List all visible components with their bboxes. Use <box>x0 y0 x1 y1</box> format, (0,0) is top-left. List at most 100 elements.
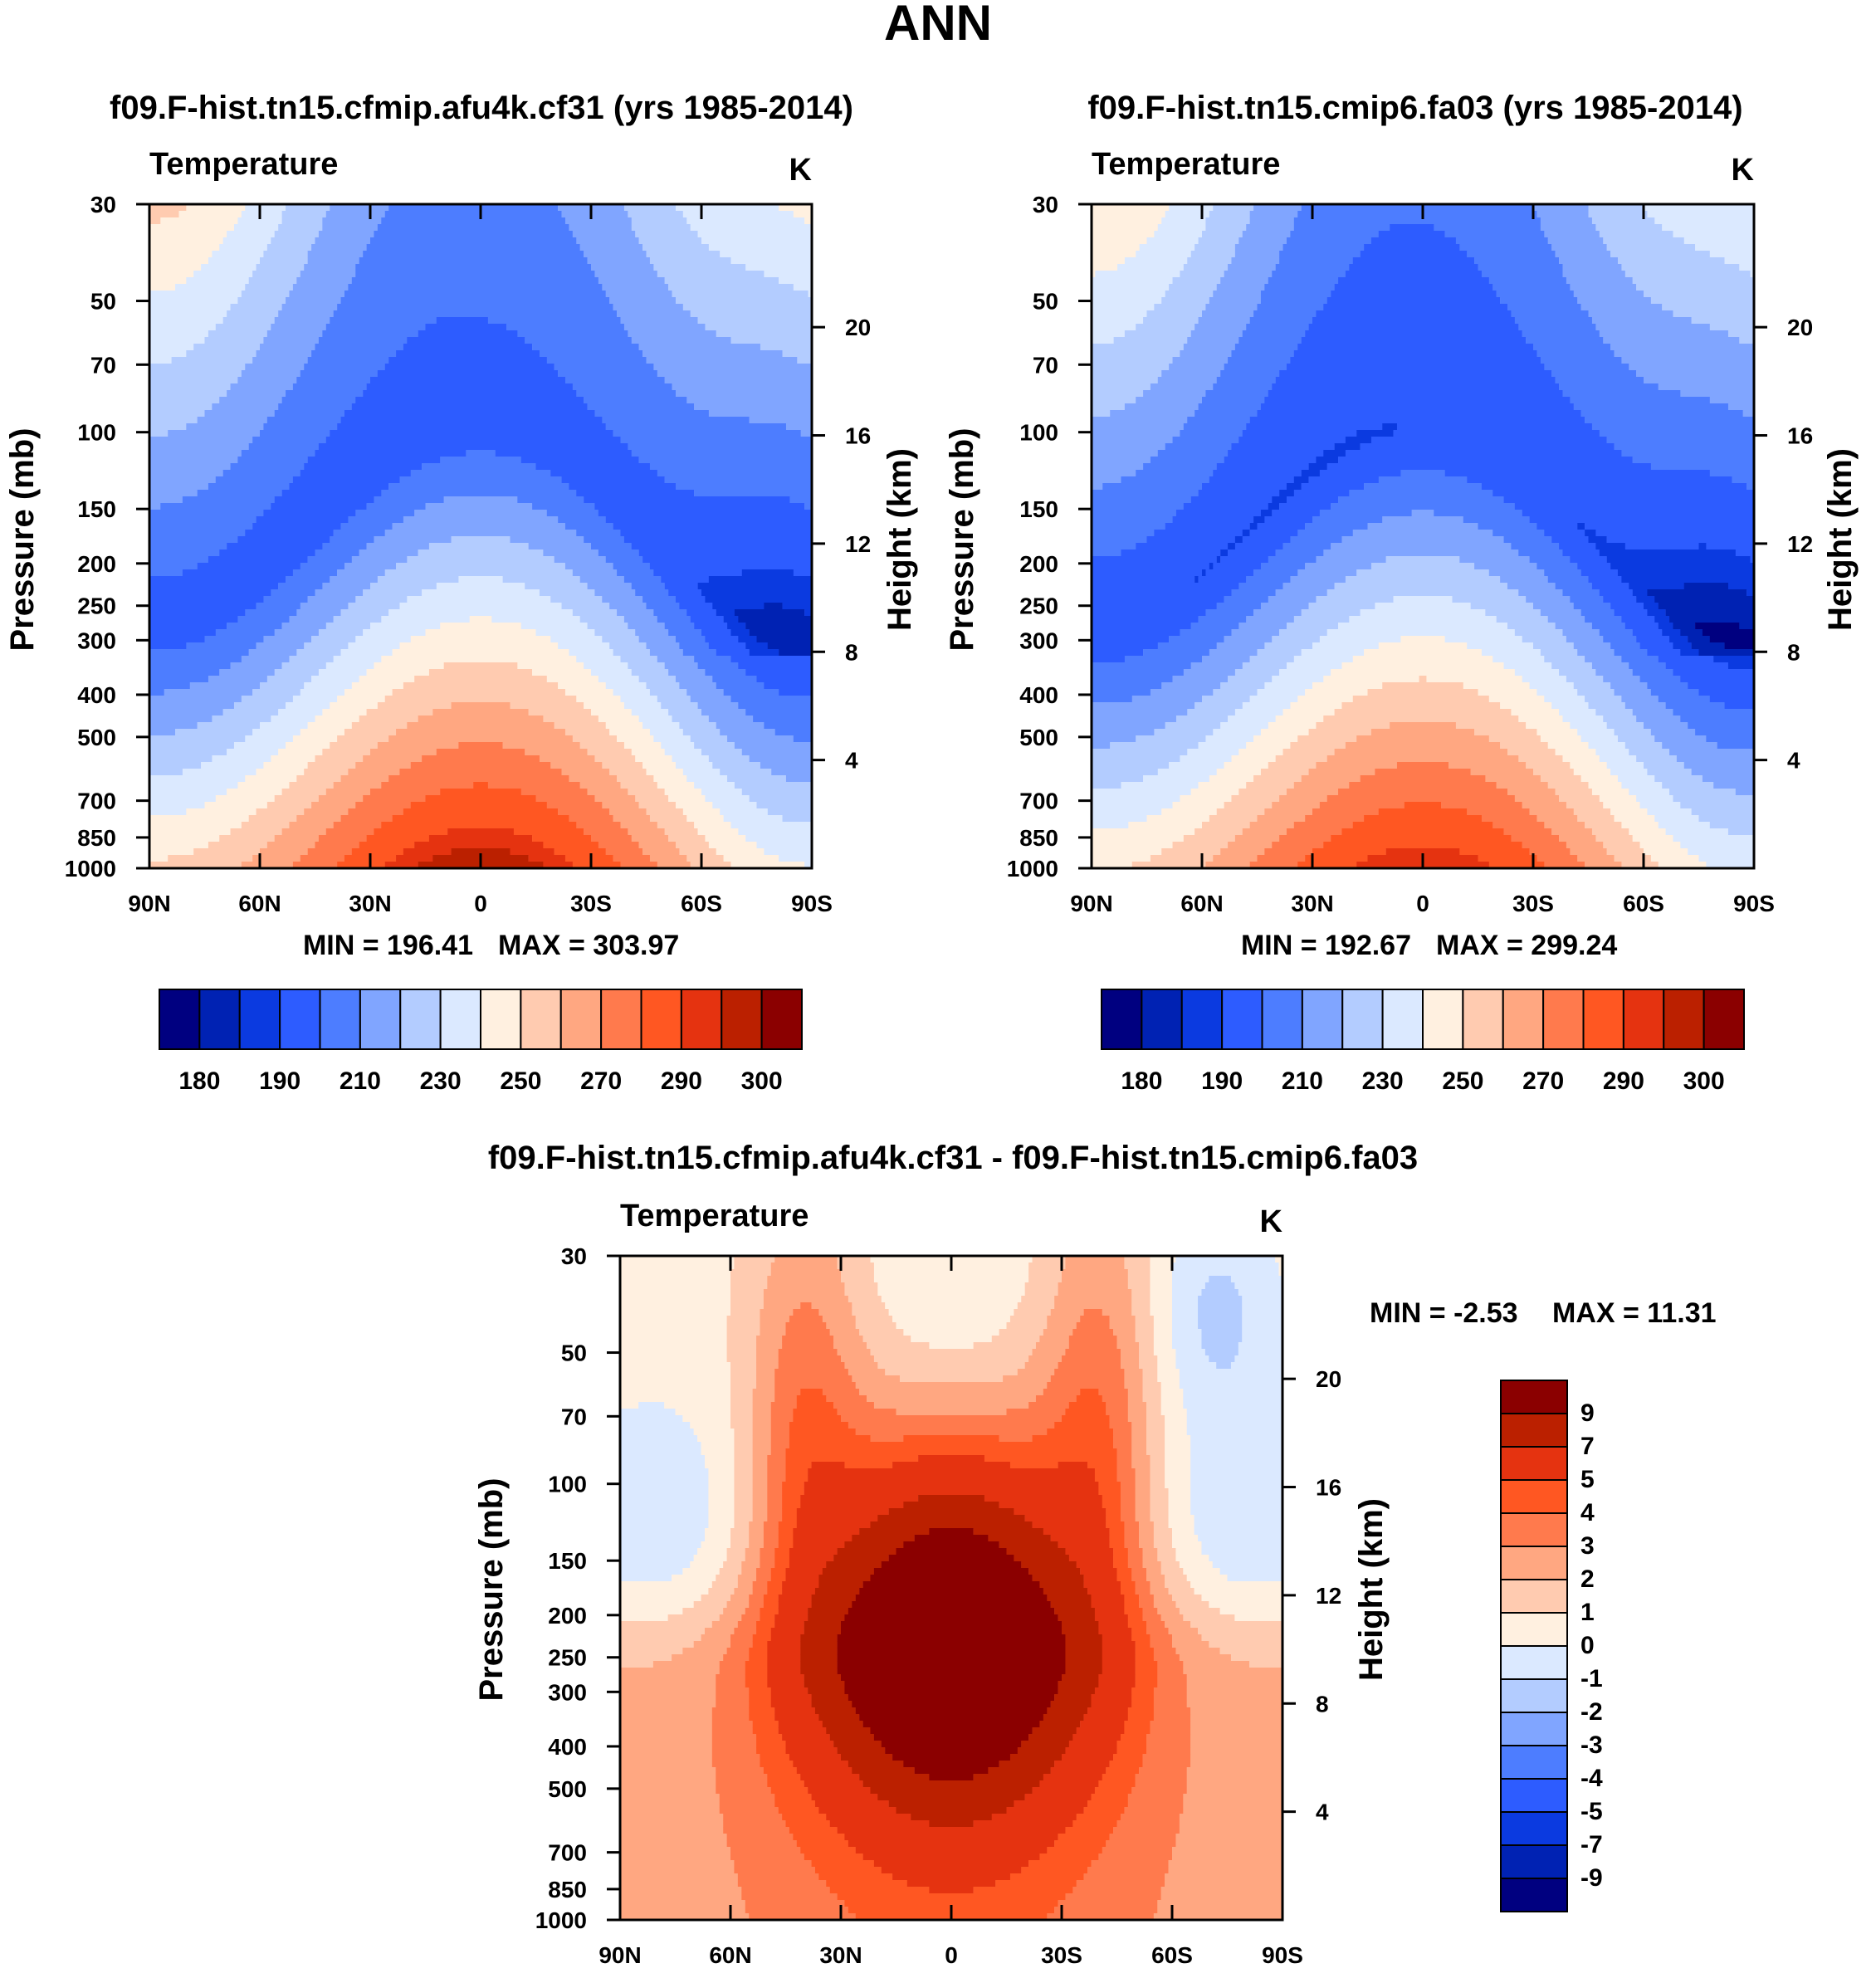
contour-cell <box>848 1840 1055 1848</box>
contour-cell <box>1234 344 1298 351</box>
colorbar-label: -2 <box>1580 1698 1603 1726</box>
contour-cell <box>392 649 569 657</box>
contour-cell <box>1092 277 1173 285</box>
contour-cell <box>1058 1681 1099 1688</box>
contour-cell <box>789 1555 834 1562</box>
contour-cell <box>613 689 651 696</box>
contour-cell <box>752 1581 768 1589</box>
contour-cell <box>1566 802 1604 809</box>
contour-cell <box>517 330 628 338</box>
contour-cell <box>377 702 452 710</box>
contour-cell <box>668 835 706 842</box>
contour-cell <box>1183 1614 1235 1622</box>
contour-cell <box>1606 536 1754 544</box>
contour-cell <box>149 669 220 676</box>
contour-cell <box>1175 1555 1209 1562</box>
contour-cell <box>726 1601 750 1609</box>
contour-cell <box>1091 1595 1125 1602</box>
contour-cell <box>734 1508 753 1516</box>
contour-cell <box>1617 735 1655 743</box>
contour-cell <box>1747 589 1754 597</box>
contour-cell <box>1139 1601 1155 1609</box>
contour-cell <box>726 1329 760 1336</box>
contour-cell <box>1698 543 1707 550</box>
contour-cell <box>782 1508 798 1516</box>
contour-cell <box>1551 244 1607 252</box>
contour-cell <box>1246 782 1295 789</box>
contour-cell <box>1065 1747 1117 1755</box>
contour-cell <box>1201 1329 1243 1336</box>
contour-cell <box>1146 237 1199 245</box>
contour-cell <box>1157 1555 1176 1562</box>
contour-cell <box>859 1588 1044 1595</box>
contour-cell <box>800 1661 838 1668</box>
y-tick-label: 50 <box>90 289 116 315</box>
contour-cell <box>1160 1561 1180 1569</box>
contour-cell <box>682 1608 724 1615</box>
y-tick-label: 100 <box>548 1472 587 1497</box>
contour-cell <box>613 563 651 570</box>
colorbar-label: 300 <box>1683 1067 1725 1095</box>
contour-cell <box>1150 1269 1173 1277</box>
contour-cell <box>1092 549 1121 557</box>
y-tick-label: 70 <box>90 352 116 378</box>
contour-cell <box>278 583 323 590</box>
contour-cell <box>877 1794 1025 1801</box>
contour-cell <box>711 1714 750 1722</box>
contour-cell <box>281 828 327 836</box>
contour-cell <box>1573 682 1611 690</box>
y-tick-label: 1000 <box>535 1907 587 1933</box>
contour-cell <box>1599 755 1637 763</box>
contour-cell <box>1234 1614 1282 1622</box>
contour-cell <box>730 1289 765 1297</box>
contour-cell <box>149 815 249 823</box>
contour-cell <box>752 1508 768 1516</box>
contour-cell <box>1194 702 1243 710</box>
contour-cell <box>1183 1800 1282 1808</box>
contour-cell <box>1127 1415 1147 1423</box>
contour-cell <box>215 324 271 331</box>
contour-cell <box>300 603 349 610</box>
contour-cell <box>804 217 812 225</box>
contour-cell <box>1113 1442 1132 1449</box>
contour-cell <box>734 1488 753 1496</box>
contour-cell <box>1198 1628 1282 1635</box>
contour-cell <box>1673 669 1754 676</box>
contour-cell <box>330 742 379 750</box>
contour-cell <box>785 1468 809 1476</box>
contour-cell <box>1595 324 1711 331</box>
colorbar-swatch <box>1500 1745 1568 1780</box>
contour-cell <box>1279 629 1327 637</box>
contour-cell <box>149 470 223 477</box>
contour-cell <box>1305 563 1372 570</box>
contour-cell <box>274 835 320 842</box>
contour-cell <box>1614 350 1754 358</box>
contour-cell <box>407 722 554 730</box>
contour-cell <box>672 715 710 723</box>
contour-cell <box>1014 1309 1051 1316</box>
contour-cell <box>613 815 651 823</box>
contour-cell <box>1213 563 1262 570</box>
contour-cell <box>620 1462 706 1469</box>
contour-cell <box>734 1482 753 1489</box>
contour-cell <box>388 483 569 491</box>
contour-cell <box>1092 808 1162 816</box>
contour-cell <box>1127 1561 1143 1569</box>
contour-cell <box>1316 596 1394 603</box>
contour-cell <box>1092 211 1165 218</box>
contour-cell <box>230 463 305 471</box>
contour-cell <box>286 204 330 212</box>
contour-cell <box>1220 848 1265 856</box>
contour-cell <box>1345 450 1622 457</box>
contour-cell <box>318 669 367 676</box>
panel-a-colorbar: 180 190 210 230 250 270 290 300 <box>159 989 803 1095</box>
contour-cell <box>613 304 684 311</box>
contour-cell <box>1124 1528 1140 1536</box>
contour-cell <box>1319 636 1401 643</box>
contour-cell <box>605 423 787 431</box>
contour-cell <box>785 1820 830 1828</box>
colorbar-swatch <box>721 989 763 1050</box>
contour-cell <box>620 1309 731 1316</box>
contour-cell <box>561 476 665 484</box>
colorbar-label: 0 <box>1580 1632 1595 1659</box>
